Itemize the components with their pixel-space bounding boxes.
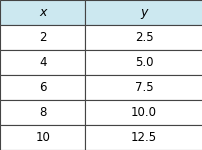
Text: 2.5: 2.5 xyxy=(134,31,153,44)
Bar xyxy=(85,50,202,75)
Bar xyxy=(0,100,85,125)
Text: 8: 8 xyxy=(39,106,46,119)
Text: 10.0: 10.0 xyxy=(130,106,156,119)
Text: 5.0: 5.0 xyxy=(134,56,153,69)
Text: 2: 2 xyxy=(39,31,46,44)
Bar xyxy=(0,75,85,100)
Bar xyxy=(85,75,202,100)
Text: 12.5: 12.5 xyxy=(130,131,156,144)
Bar xyxy=(85,125,202,150)
Bar xyxy=(0,0,85,25)
Bar xyxy=(0,50,85,75)
Bar xyxy=(0,25,85,50)
Text: 4: 4 xyxy=(39,56,46,69)
Text: 10: 10 xyxy=(35,131,50,144)
Text: y: y xyxy=(140,6,147,19)
Bar xyxy=(85,25,202,50)
Bar xyxy=(0,125,85,150)
Bar xyxy=(85,0,202,25)
Text: 6: 6 xyxy=(39,81,46,94)
Bar xyxy=(85,100,202,125)
Text: x: x xyxy=(39,6,46,19)
Text: 7.5: 7.5 xyxy=(134,81,153,94)
